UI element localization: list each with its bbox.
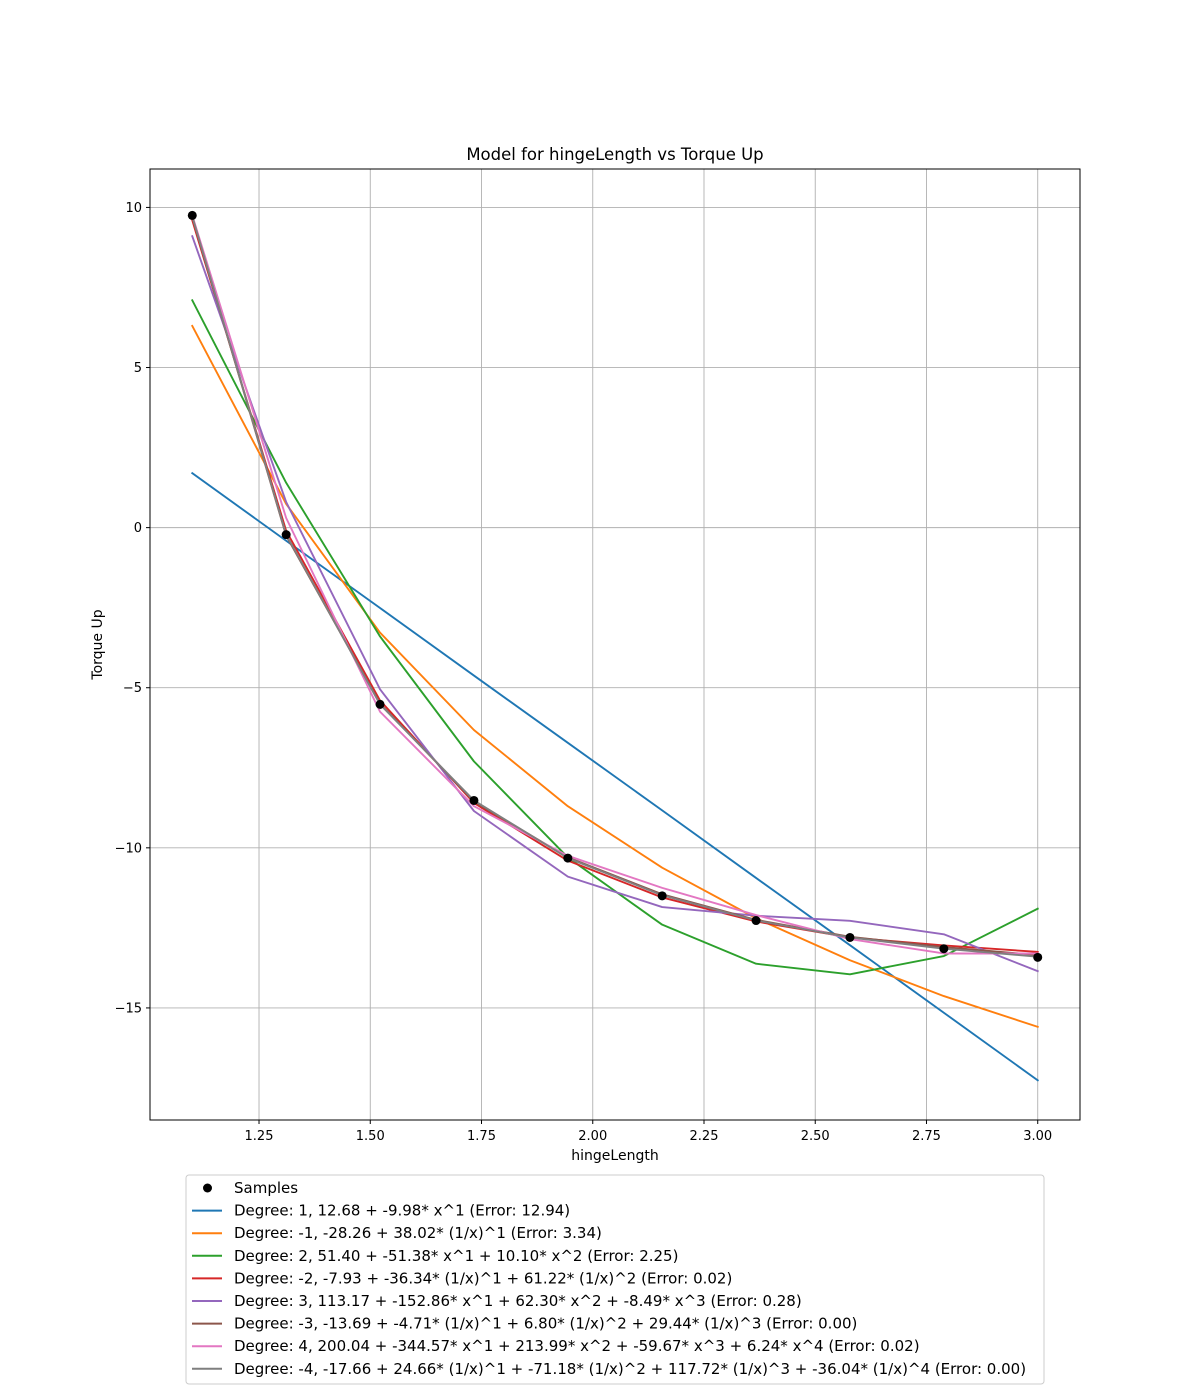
- legend-label-4: Degree: -2, -7.93 + -36.34* (1/x)^1 + 61…: [234, 1269, 732, 1287]
- x-tick-label: 2.50: [801, 1129, 830, 1144]
- legend: Samples Degree: 1, 12.68 + -9.98* x^1 (Er…: [185, 1174, 1045, 1385]
- series-line-8: [191, 215, 1039, 958]
- x-tick-label: 1.75: [467, 1129, 496, 1144]
- gridlines: [150, 169, 1080, 1120]
- x-tick-label: 1.50: [356, 1129, 385, 1144]
- x-tick-label: 2.75: [912, 1129, 941, 1144]
- y-tick-label: 10: [125, 201, 142, 216]
- y-tick-label: 0: [134, 521, 142, 536]
- x-tick-label: 3.00: [1023, 1129, 1052, 1144]
- legend-label-samples: Samples: [234, 1179, 298, 1197]
- legend-label-5: Degree: 3, 113.17 + -152.86* x^1 + 62.30…: [234, 1292, 802, 1310]
- y-tick-label: −15: [115, 1001, 142, 1016]
- legend-label-6: Degree: -3, -13.69 + -4.71* (1/x)^1 + 6.…: [234, 1315, 857, 1333]
- chart-title: Model for hingeLength vs Torque Up: [466, 145, 763, 164]
- series-lines: [190, 214, 1040, 1082]
- x-tick-label: 1.25: [245, 1129, 274, 1144]
- sample-point: [469, 795, 479, 805]
- sample-point: [563, 853, 573, 863]
- x-tick-label: 2.25: [690, 1129, 719, 1144]
- sample-point: [657, 891, 667, 901]
- legend-label-1: Degree: 1, 12.68 + -9.98* x^1 (Error: 12…: [234, 1202, 570, 1220]
- legend-box: [185, 1174, 1045, 1385]
- series-line-2: [190, 324, 1039, 1029]
- sample-point: [281, 530, 291, 540]
- y-tick-label: 5: [134, 361, 142, 376]
- plot-area-frame: [149, 168, 1081, 1121]
- legend-label-8: Degree: -4, -17.66 + 24.66* (1/x)^1 + -7…: [234, 1360, 1026, 1378]
- legend-label-3: Degree: 2, 51.40 + -51.38* x^1 + 10.10* …: [234, 1247, 678, 1265]
- series-line-7: [191, 214, 1039, 955]
- x-tick-label: 2.00: [578, 1129, 607, 1144]
- y-tick-label: −5: [123, 681, 142, 696]
- sample-points: [187, 210, 1043, 962]
- y-axis-label: Torque Up: [90, 609, 106, 680]
- sample-point: [845, 932, 855, 942]
- legend-marker-samples: [203, 1183, 212, 1193]
- y-axis-ticks: 10 5 0 −5 −10 −15: [115, 201, 150, 1016]
- y-tick-label: −10: [115, 841, 142, 856]
- sample-point: [1033, 952, 1043, 962]
- x-axis-ticks: 1.25 1.50 1.75 2.00 2.25 2.50 2.75 3.00: [245, 1120, 1052, 1144]
- legend-label-7: Degree: 4, 200.04 + -344.57* x^1 + 213.9…: [234, 1337, 920, 1355]
- x-axis-label: hingeLength: [571, 1148, 658, 1164]
- sample-point: [375, 699, 385, 709]
- legend-label-2: Degree: -1, -28.26 + 38.02* (1/x)^1 (Err…: [234, 1224, 602, 1242]
- sample-point: [939, 944, 949, 954]
- series-line-5: [191, 235, 1039, 973]
- sample-point: [187, 210, 197, 220]
- sample-point: [751, 916, 761, 926]
